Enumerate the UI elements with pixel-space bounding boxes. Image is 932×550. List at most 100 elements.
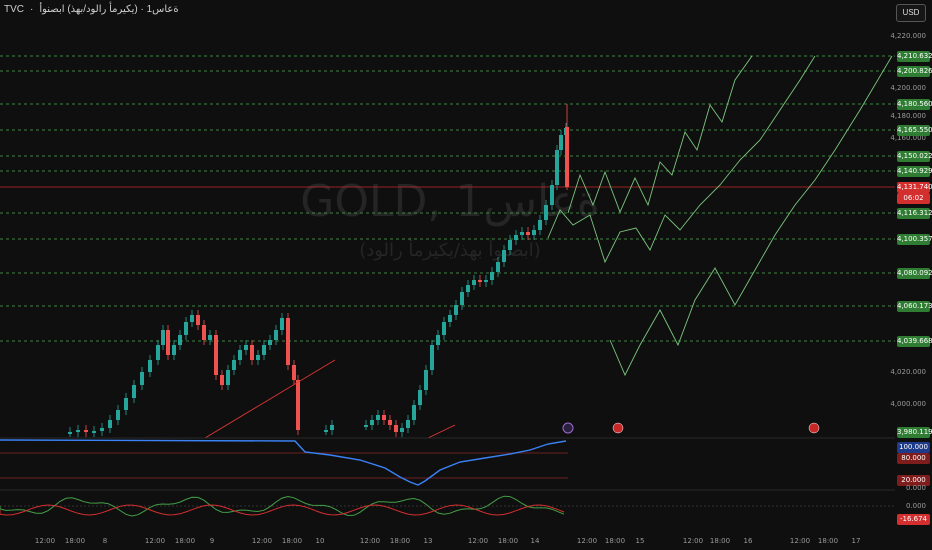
candle — [68, 432, 72, 434]
candle — [100, 428, 104, 431]
oscillator-value-label: -16.674 — [897, 514, 930, 525]
candle — [220, 375, 224, 385]
candle — [140, 372, 144, 385]
time-tick: 8 — [102, 537, 108, 545]
candle — [108, 420, 112, 428]
candle — [490, 272, 494, 280]
countdown-label[interactable]: 06:02 — [897, 193, 930, 204]
candle — [92, 431, 96, 433]
candle — [406, 420, 410, 428]
time-tick: 12:00 — [467, 537, 489, 545]
trendline — [427, 424, 456, 439]
price-level-label[interactable]: 3,980.119 — [897, 427, 932, 438]
candle — [202, 325, 206, 340]
candle — [544, 205, 548, 220]
candle — [472, 280, 476, 285]
time-tick: 12:00 — [789, 537, 811, 545]
time-tick: 17 — [851, 537, 861, 545]
price-level-label[interactable]: 4,060.173 — [897, 301, 932, 312]
price-level-label[interactable]: 4,140.929 — [897, 166, 932, 177]
candle — [460, 292, 464, 305]
candle — [565, 127, 569, 187]
time-tick: 18:00 — [389, 537, 411, 545]
oscillator-tick: 0.000 — [905, 484, 926, 492]
candle — [238, 350, 242, 360]
candle — [520, 232, 524, 235]
candle — [424, 370, 428, 390]
price-tick: 4,200.000 — [890, 84, 926, 92]
candle — [280, 318, 284, 330]
candle — [214, 335, 218, 375]
price-level-label[interactable]: 4,039.668 — [897, 336, 932, 347]
description-watermark: (ابصنوأ بهذ/يكيرمأ رالود) — [359, 240, 541, 261]
candle — [466, 285, 470, 292]
trendline — [204, 359, 336, 439]
time-tick: 18:00 — [64, 537, 86, 545]
candle — [184, 322, 188, 335]
rsi-line — [0, 439, 567, 486]
candle — [208, 335, 212, 340]
candle — [430, 345, 434, 370]
candle — [532, 230, 536, 235]
candle — [292, 365, 296, 380]
candle — [555, 150, 559, 185]
indicator-level-label: 20.000 — [897, 475, 930, 486]
candle — [256, 355, 260, 360]
time-tick: 10 — [315, 537, 325, 545]
price-level-label[interactable]: 4,165.550 — [897, 125, 932, 136]
oscillator-tick: 0.000 — [905, 502, 926, 510]
candle — [454, 305, 458, 315]
time-tick: 12:00 — [682, 537, 704, 545]
time-tick: 18:00 — [604, 537, 626, 545]
candle — [148, 360, 152, 372]
candle — [376, 415, 380, 420]
candle — [400, 428, 404, 432]
price-level-label[interactable]: 4,116.312 — [897, 208, 932, 219]
price-tick: 4,180.000 — [890, 112, 926, 120]
time-tick: 12:00 — [144, 537, 166, 545]
time-tick: 16 — [743, 537, 753, 545]
time-tick: 18:00 — [497, 537, 519, 545]
lightning-icon — [562, 422, 574, 434]
candle — [190, 315, 194, 322]
currency-button[interactable]: USD — [896, 4, 926, 22]
candle — [296, 380, 300, 430]
price-level-label[interactable]: 4,150.022 — [897, 151, 932, 162]
price-tick: 4,000.000 — [890, 400, 926, 408]
source-label[interactable]: TVC — [4, 4, 24, 15]
candle — [526, 232, 530, 235]
candle — [244, 345, 248, 350]
candle — [84, 430, 88, 432]
symbol-watermark: GOLD, 1ةعاس — [300, 176, 600, 227]
candle — [514, 235, 518, 240]
time-tick: 18:00 — [709, 537, 731, 545]
time-tick: 18:00 — [817, 537, 839, 545]
candle — [364, 425, 368, 427]
candle — [262, 345, 266, 355]
candle — [436, 335, 440, 345]
candle — [274, 330, 278, 340]
candle — [538, 220, 542, 230]
oscillator-line — [0, 495, 565, 517]
price-level-label[interactable]: 4,200.826 — [897, 66, 932, 77]
symbol-title[interactable]: ةعاس1 · (يكيرمأ رالود/بهذ) ابصنوأ — [39, 4, 179, 15]
flag-icon — [808, 422, 820, 434]
time-tick: 14 — [530, 537, 540, 545]
candle — [508, 240, 512, 250]
candle — [178, 335, 182, 345]
candle — [478, 280, 482, 282]
price-level-label[interactable]: 4,100.357 — [897, 234, 932, 245]
candle — [442, 322, 446, 335]
price-level-label[interactable]: 4,131.740 — [897, 182, 932, 193]
price-level-label[interactable]: 4,180.560 — [897, 99, 932, 110]
time-tick: 18:00 — [281, 537, 303, 545]
candle — [76, 430, 80, 432]
candle — [324, 430, 328, 432]
projection-path — [609, 55, 893, 377]
price-level-label[interactable]: 4,080.092 — [897, 268, 932, 279]
candle — [448, 315, 452, 322]
flag-icon — [612, 422, 624, 434]
price-level-label[interactable]: 4,210.632 — [897, 51, 932, 62]
candle — [496, 262, 500, 272]
